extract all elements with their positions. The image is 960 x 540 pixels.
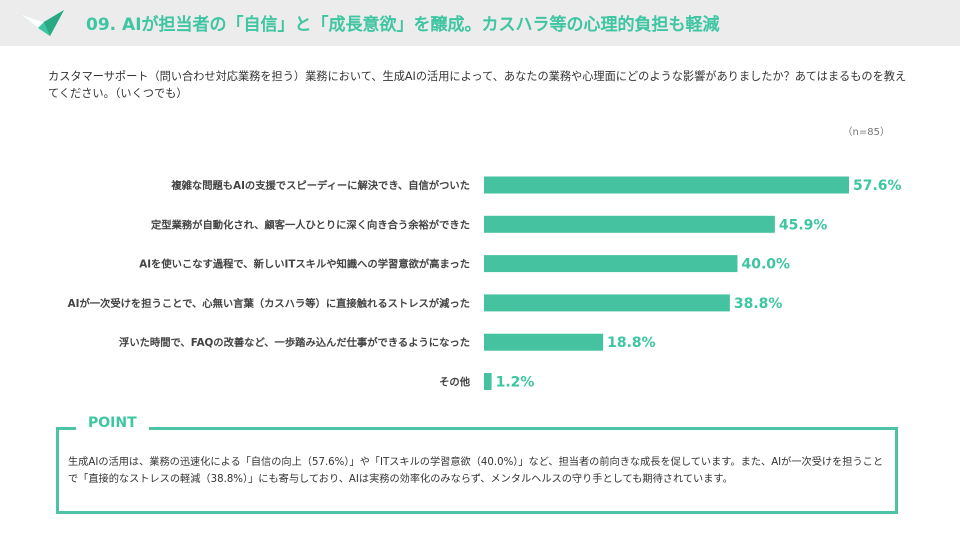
sample-size: （n=85）	[842, 127, 890, 138]
value-label: 40.0%	[741, 257, 790, 273]
header-bar: 09. AIが担当者の「自信」と「成長意欲」を醸成。カスハラ等の心理的負担も軽減	[0, 0, 960, 46]
bar	[484, 215, 775, 233]
page-title: 09. AIが担当者の「自信」と「成長意欲」を醸成。カスハラ等の心理的負担も軽減	[86, 15, 720, 35]
category-label: 複雑な問題もAIの支援でスピーディーに解決でき、自信がついた	[170, 179, 470, 192]
value-label: 1.2%	[496, 375, 535, 391]
bar	[484, 294, 730, 312]
bar	[484, 333, 604, 351]
category-label: 定型業務が自動化され、顧客一人ひとりに深く向き合う余裕ができた	[150, 218, 470, 231]
logo-icon	[20, 10, 64, 36]
value-label: 18.8%	[607, 335, 656, 351]
bar	[484, 176, 849, 194]
category-label: AIが一次受けを担うことで、心無い言葉（カスハラ等）に直接触れるストレスが減った	[68, 297, 470, 310]
point-box	[56, 427, 898, 514]
category-label: その他	[439, 376, 471, 389]
value-label: 57.6%	[853, 178, 902, 194]
point-title: POINT	[76, 415, 149, 431]
survey-question: カスタマーサポート（問い合わせ対応業務を担う）業務において、生成AIの活用によっ…	[48, 70, 907, 100]
category-label: 浮いた時間で、FAQの改善など、一歩踏み込んだ仕事ができるようになった	[119, 336, 470, 349]
bar	[484, 255, 738, 273]
category-label: AIを使いこなす過程で、新しいITスキルや知識への学習意欲が高まった	[139, 258, 470, 271]
bar-chart: 複雑な問題もAIの支援でスピーディーに解決でき、自信がついた 57.6% 定型業務が…	[68, 176, 902, 391]
value-label: 45.9%	[779, 217, 828, 233]
bar	[484, 373, 492, 390]
point-text: 生成AIの活用は、業務の迅速化による「自信の向上（57.6%）」や「ITスキルの…	[68, 457, 884, 485]
value-label: 38.8%	[734, 296, 783, 312]
